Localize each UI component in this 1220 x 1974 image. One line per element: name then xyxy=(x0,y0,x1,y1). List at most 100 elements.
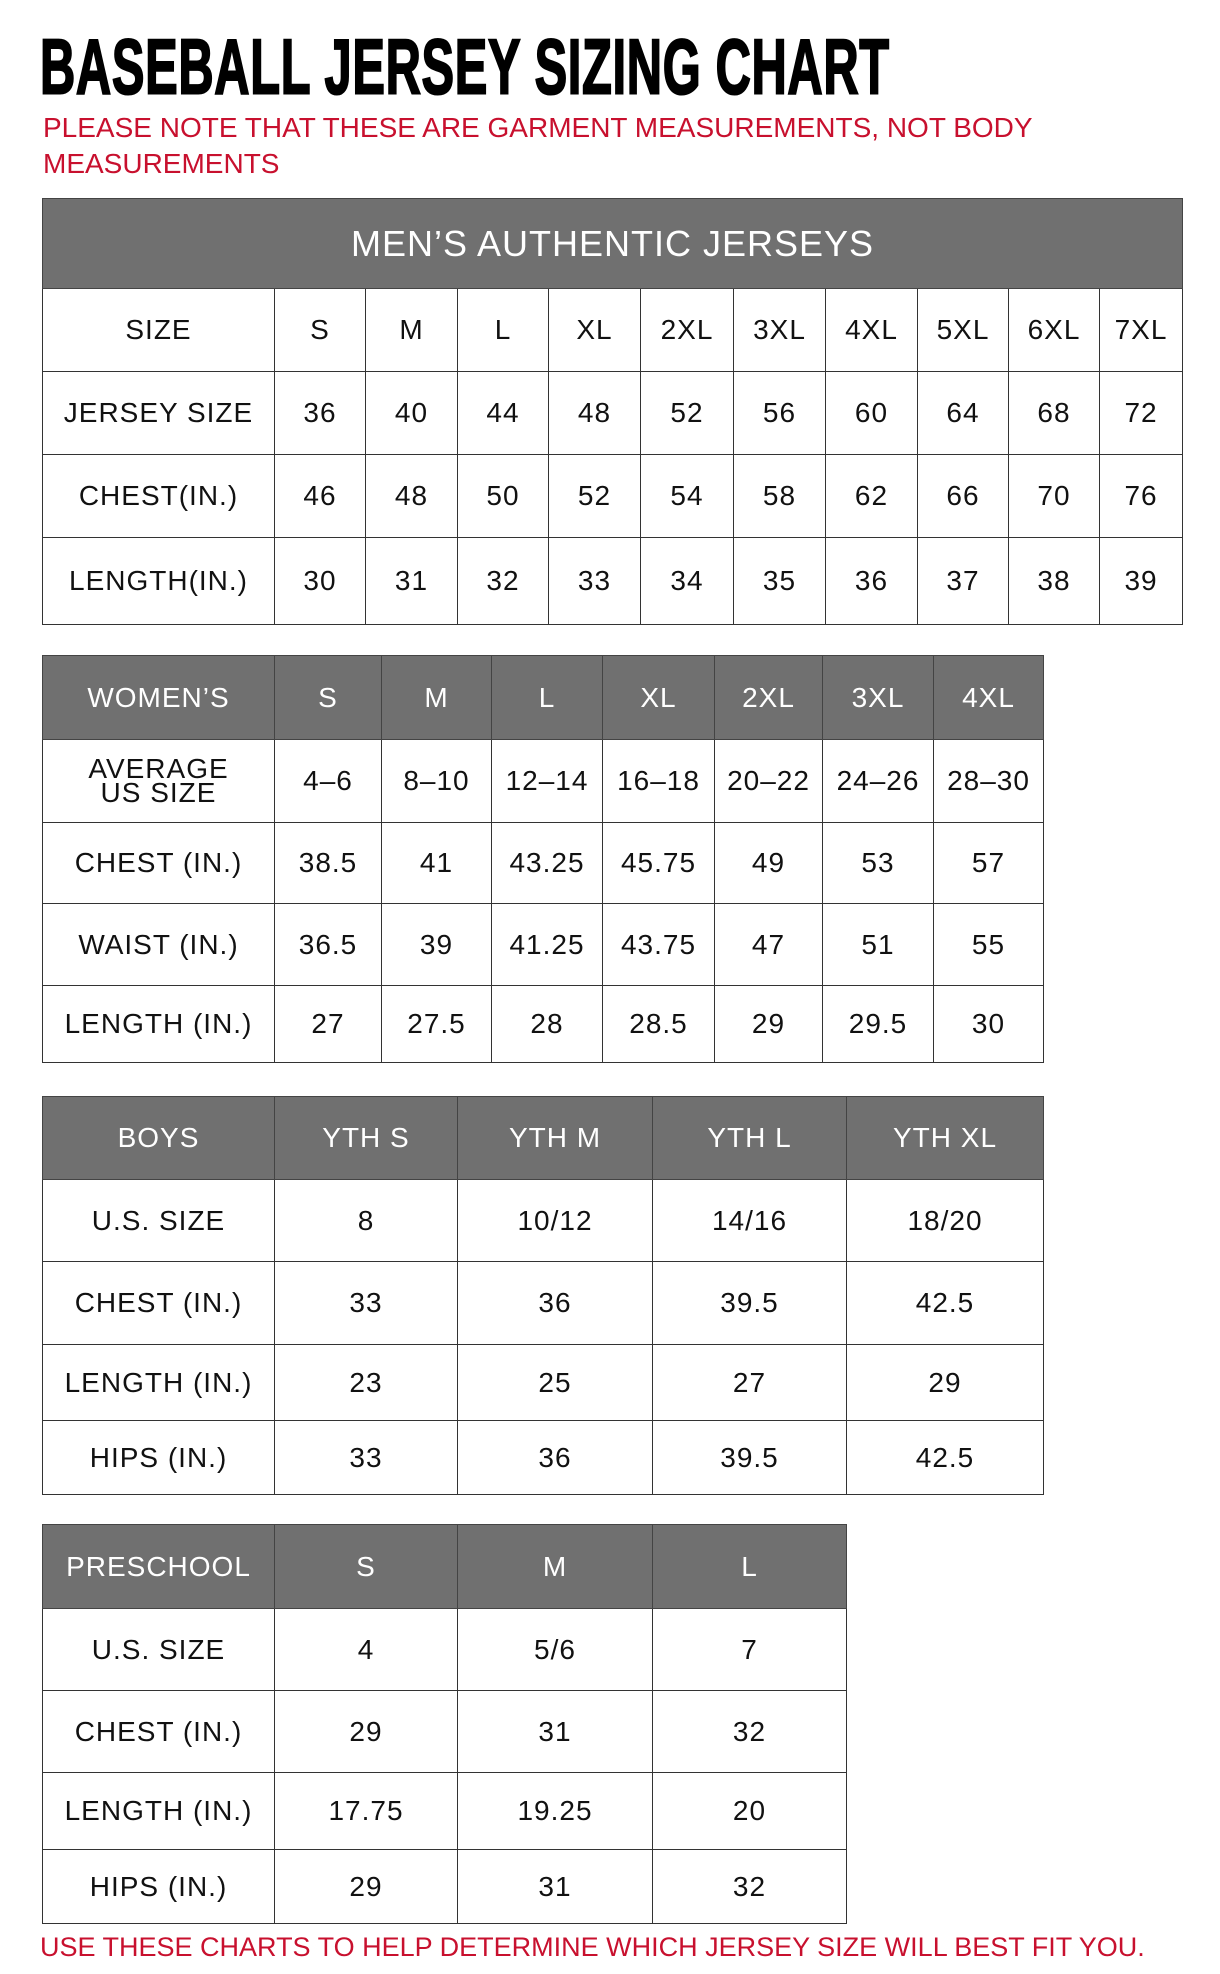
value-cell: 34 xyxy=(640,537,734,625)
value-cell: 36.5 xyxy=(274,903,382,986)
value-cell: 18/20 xyxy=(846,1179,1044,1262)
header-cell: YTH M xyxy=(457,1096,653,1180)
value-cell: 29 xyxy=(714,985,823,1063)
row-label-cell: U.S. SIZE xyxy=(42,1179,275,1262)
value-cell: 24–26 xyxy=(822,739,934,823)
value-cell: 17.75 xyxy=(274,1772,458,1850)
value-cell: 8 xyxy=(274,1179,458,1262)
page-title: BASEBALL JERSEY SIZING CHART xyxy=(39,22,890,111)
table-banner-row: MEN’S AUTHENTIC JERSEYS xyxy=(41,198,1184,289)
value-cell: 47 xyxy=(714,903,823,986)
value-cell: 43.75 xyxy=(602,903,715,986)
value-cell: 30 xyxy=(933,985,1044,1063)
value-cell: 29.5 xyxy=(822,985,934,1063)
value-cell: 38 xyxy=(1008,537,1100,625)
header-cell: S xyxy=(274,1524,458,1609)
table-row: HIPS (IN.) 29 31 32 xyxy=(42,1849,847,1924)
value-cell: 39.5 xyxy=(652,1420,847,1495)
boys-size-table: BOYS YTH S YTH M YTH L YTH XL U.S. SIZE 8 10/12… xyxy=(42,1096,1044,1495)
value-cell: 28–30 xyxy=(933,739,1044,823)
value-cell: 32 xyxy=(652,1849,847,1924)
value-cell: 55 xyxy=(933,903,1044,986)
table-row: CHEST(IN.) 46 48 50 52 54 58 62 66 70 76 xyxy=(42,454,1184,538)
value-cell: 49 xyxy=(714,822,823,904)
value-cell: 4 xyxy=(274,1608,458,1691)
row-label-cell: LENGTH(IN.) xyxy=(42,537,275,625)
value-cell: 68 xyxy=(1008,371,1100,455)
value-cell: 25 xyxy=(457,1344,653,1421)
header-cell: XL xyxy=(602,655,715,740)
value-cell: 39.5 xyxy=(652,1261,847,1345)
value-cell: 57 xyxy=(933,822,1044,904)
value-cell: 76 xyxy=(1098,454,1184,538)
table-row: WAIST (IN.) 36.5 39 41.25 43.75 47 51 55 xyxy=(42,903,1044,986)
row-label-cell: CHEST (IN.) xyxy=(42,1690,275,1773)
value-cell: 31 xyxy=(365,537,458,625)
value-cell: 36 xyxy=(457,1420,653,1495)
table-row: JERSEY SIZE 36 40 44 48 52 56 60 64 68 72 xyxy=(42,371,1184,455)
womens-size-table: WOMEN’S S M L XL 2XL 3XL 4XL AVERAGE US SIZE 4–6 8… xyxy=(42,655,1044,1063)
value-cell: 4XL xyxy=(825,288,918,372)
value-cell: 16–18 xyxy=(602,739,715,823)
value-cell: 7XL xyxy=(1098,288,1184,372)
value-cell: 6XL xyxy=(1008,288,1100,372)
table-row: CHEST (IN.) 29 31 32 xyxy=(42,1690,847,1773)
header-cell: 3XL xyxy=(822,655,934,740)
preschool-size-table: PRESCHOOL S M L U.S. SIZE 4 5/6 7 CHEST (IN.) 29 3… xyxy=(42,1524,847,1924)
value-cell: 38.5 xyxy=(274,822,382,904)
value-cell: 14/16 xyxy=(652,1179,847,1262)
value-cell: 32 xyxy=(457,537,549,625)
row-label-cell: SIZE xyxy=(42,288,275,372)
row-label-cell: CHEST(IN.) xyxy=(42,454,275,538)
value-cell: 29 xyxy=(274,1690,458,1773)
value-cell: 35 xyxy=(733,537,826,625)
value-cell: 31 xyxy=(457,1690,653,1773)
header-cell: S xyxy=(274,655,382,740)
row-label-cell: JERSEY SIZE xyxy=(42,371,275,455)
value-cell: 36 xyxy=(457,1261,653,1345)
value-cell: 32 xyxy=(652,1690,847,1773)
value-cell: M xyxy=(365,288,458,372)
value-cell: L xyxy=(457,288,549,372)
value-cell: 7 xyxy=(652,1608,847,1691)
row-label-cell: CHEST (IN.) xyxy=(42,1261,275,1345)
value-cell: 56 xyxy=(733,371,826,455)
value-cell: 42.5 xyxy=(846,1420,1044,1495)
value-cell: 27 xyxy=(274,985,382,1063)
value-cell: 53 xyxy=(822,822,934,904)
value-cell: 48 xyxy=(365,454,458,538)
value-cell: 42.5 xyxy=(846,1261,1044,1345)
value-cell: 41.25 xyxy=(491,903,603,986)
value-cell: 36 xyxy=(825,537,918,625)
value-cell: 28.5 xyxy=(602,985,715,1063)
table-row: LENGTH(IN.) 30 31 32 33 34 35 36 37 38 39 xyxy=(42,537,1184,625)
value-cell: 5XL xyxy=(917,288,1009,372)
table-header-row: BOYS YTH S YTH M YTH L YTH XL xyxy=(42,1096,1044,1180)
value-cell: 58 xyxy=(733,454,826,538)
value-cell: 31 xyxy=(457,1849,653,1924)
value-cell: 44 xyxy=(457,371,549,455)
value-cell: 54 xyxy=(640,454,734,538)
header-cell: YTH S xyxy=(274,1096,458,1180)
value-cell: 46 xyxy=(274,454,366,538)
value-cell: 19.25 xyxy=(457,1772,653,1850)
value-cell: 41 xyxy=(381,822,492,904)
header-cell: PRESCHOOL xyxy=(42,1524,275,1609)
table-row: AVERAGE US SIZE 4–6 8–10 12–14 16–18 20–22 24–… xyxy=(42,739,1044,823)
value-cell: 29 xyxy=(274,1849,458,1924)
table-row: CHEST (IN.) 33 36 39.5 42.5 xyxy=(42,1261,1044,1345)
table-row: HIPS (IN.) 33 36 39.5 42.5 xyxy=(42,1420,1044,1495)
header-cell: YTH L xyxy=(652,1096,847,1180)
row-label-cell: U.S. SIZE xyxy=(42,1608,275,1691)
value-cell: 48 xyxy=(548,371,641,455)
value-cell: 50 xyxy=(457,454,549,538)
footer-note: USE THESE CHARTS TO HELP DETERMINE WHICH… xyxy=(40,1932,1145,1962)
value-cell: 2XL xyxy=(640,288,734,372)
value-cell: 51 xyxy=(822,903,934,986)
table-row: LENGTH (IN.) 17.75 19.25 20 xyxy=(42,1772,847,1850)
value-cell: 12–14 xyxy=(491,739,603,823)
row-label-cell: HIPS (IN.) xyxy=(42,1420,275,1495)
value-cell: 52 xyxy=(640,371,734,455)
header-cell: M xyxy=(457,1524,653,1609)
value-cell: 72 xyxy=(1098,371,1184,455)
